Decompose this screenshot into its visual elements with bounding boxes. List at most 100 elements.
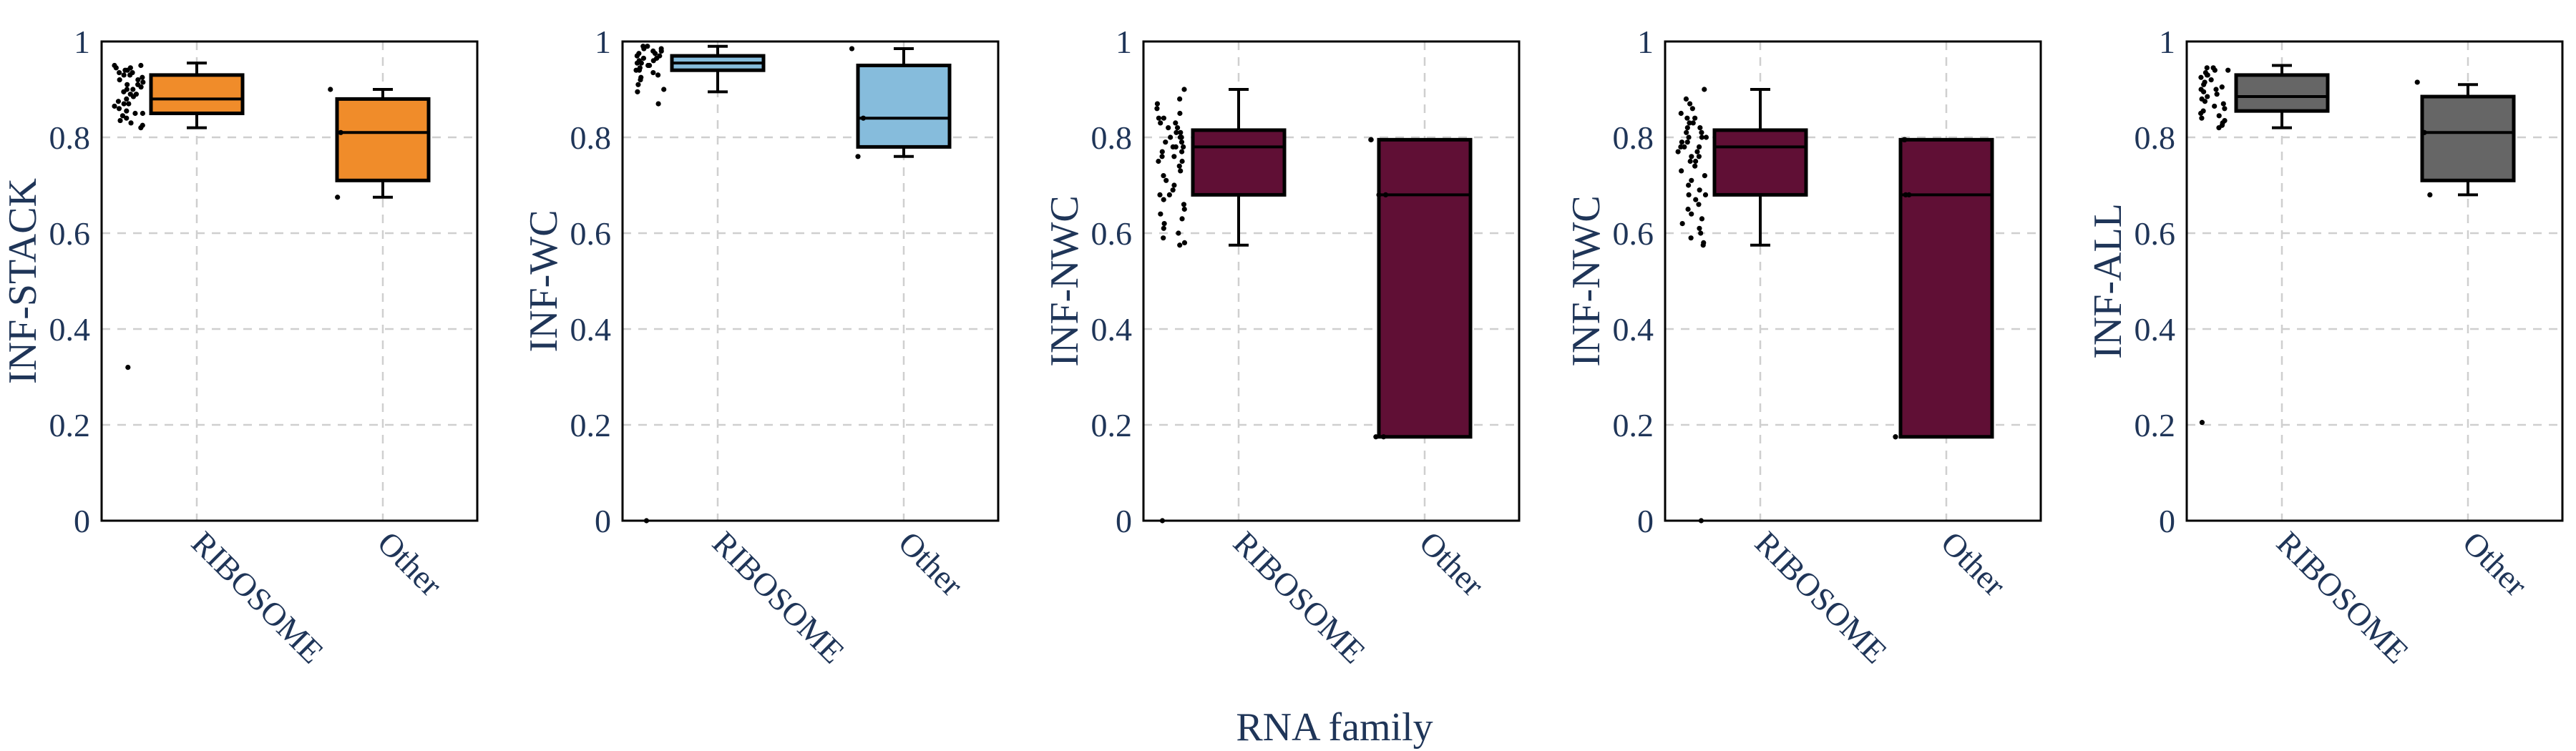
x-tick-label: RIBOSOME (706, 524, 852, 670)
data-point (2212, 67, 2218, 73)
iqr-box (149, 73, 245, 115)
data-point (1687, 158, 1693, 165)
x-tick-label: RIBOSOME (1226, 524, 1372, 670)
data-point (126, 101, 132, 107)
y-tick-label: 0.8 (1091, 119, 1133, 156)
data-point (1689, 154, 1694, 159)
data-point (635, 89, 640, 94)
data-point (1700, 242, 1706, 248)
data-point (1176, 163, 1182, 169)
points-ribosome (112, 62, 146, 370)
shared-x-axis-label: RNA family (1236, 705, 1433, 750)
data-point (2427, 192, 2433, 197)
data-point (1696, 144, 1702, 149)
data-point (1181, 144, 1186, 149)
data-point (1170, 144, 1176, 149)
data-point (140, 79, 146, 85)
data-point (121, 101, 127, 107)
plot-frame (621, 40, 1000, 522)
data-point (138, 125, 144, 131)
data-point (338, 129, 343, 135)
data-point (1181, 202, 1187, 207)
data-point (638, 77, 643, 83)
data-point (655, 72, 661, 78)
data-point (650, 58, 656, 64)
data-point (1174, 129, 1179, 135)
box-other (1377, 137, 1473, 439)
iqr-box (1898, 137, 1994, 439)
data-point (2205, 94, 2210, 99)
plot-frame (1664, 40, 2042, 522)
data-point (2216, 125, 2222, 131)
y-tick-label: 1 (1637, 24, 1654, 60)
data-point (1686, 182, 1692, 188)
box-ribosome (670, 44, 766, 94)
data-point (2220, 101, 2226, 107)
data-point (128, 120, 134, 126)
data-point (1373, 434, 1379, 440)
x-tick-label: Other (2456, 524, 2534, 603)
data-point (138, 62, 144, 69)
data-point (138, 84, 144, 90)
data-point (119, 113, 126, 119)
data-point (2201, 89, 2207, 94)
y-tick-label: 1 (74, 24, 90, 60)
data-point (2202, 99, 2208, 104)
data-point (2199, 420, 2205, 426)
data-point (1686, 134, 1692, 140)
data-point (117, 117, 123, 124)
data-point (1678, 110, 1684, 117)
x-tick-label: RIBOSOME (185, 524, 331, 670)
data-point (1161, 221, 1167, 227)
data-point (1697, 125, 1703, 131)
box-other (856, 47, 952, 158)
data-point (132, 110, 138, 117)
points-other (328, 87, 343, 200)
data-point (1154, 106, 1160, 112)
data-point (121, 89, 127, 94)
data-point (124, 108, 130, 114)
data-point (1699, 216, 1705, 222)
data-point (1683, 96, 1689, 102)
data-point (1689, 177, 1694, 183)
data-point (1179, 139, 1185, 145)
data-point (1178, 129, 1184, 135)
data-point (1159, 154, 1165, 159)
data-point (1902, 137, 1908, 142)
y-axis-label: INF-STACK (1, 178, 45, 384)
data-point (1699, 134, 1704, 140)
y-tick-label: 0.2 (570, 407, 612, 443)
y-axis-label: INF-ALL (2086, 203, 2130, 359)
data-point (1181, 206, 1187, 212)
data-point (2219, 84, 2225, 90)
data-point (2214, 92, 2220, 97)
points-other (2414, 79, 2433, 197)
y-tick-label: 0.2 (49, 407, 91, 443)
data-point (855, 154, 861, 159)
data-point (1702, 192, 1709, 197)
data-point (634, 53, 640, 59)
data-point (1688, 235, 1694, 241)
box-other (335, 88, 431, 199)
y-tick-label: 0.4 (1613, 311, 1654, 348)
data-point (1163, 139, 1169, 145)
y-tick-label: 0.4 (570, 311, 612, 348)
x-tick-label: RIBOSOME (2270, 524, 2416, 670)
data-point (1158, 211, 1163, 217)
data-point (1686, 192, 1692, 197)
data-point (1168, 134, 1174, 140)
panel-3: 0 0.2 0.4 0.6 0.8 1 INF-NWC RIBOSOME Other (1043, 24, 1521, 670)
data-point (115, 99, 122, 104)
panel-4: 0 0.2 0.4 0.6 0.8 1 INF-NWC RIBOSOME Other (1564, 24, 2042, 670)
data-point (1177, 110, 1183, 117)
data-point (645, 62, 651, 69)
data-point (1154, 101, 1161, 107)
data-point (1368, 137, 1374, 142)
y-tick-label: 1 (595, 24, 611, 60)
panel-5: 0 0.2 0.4 0.6 0.8 1 INF-ALL RIBOSOME Other (2086, 24, 2564, 670)
data-point (1684, 129, 1689, 135)
y-tick-label: 0 (2159, 503, 2175, 539)
data-point (1703, 134, 1709, 140)
iqr-box (1191, 128, 1287, 197)
